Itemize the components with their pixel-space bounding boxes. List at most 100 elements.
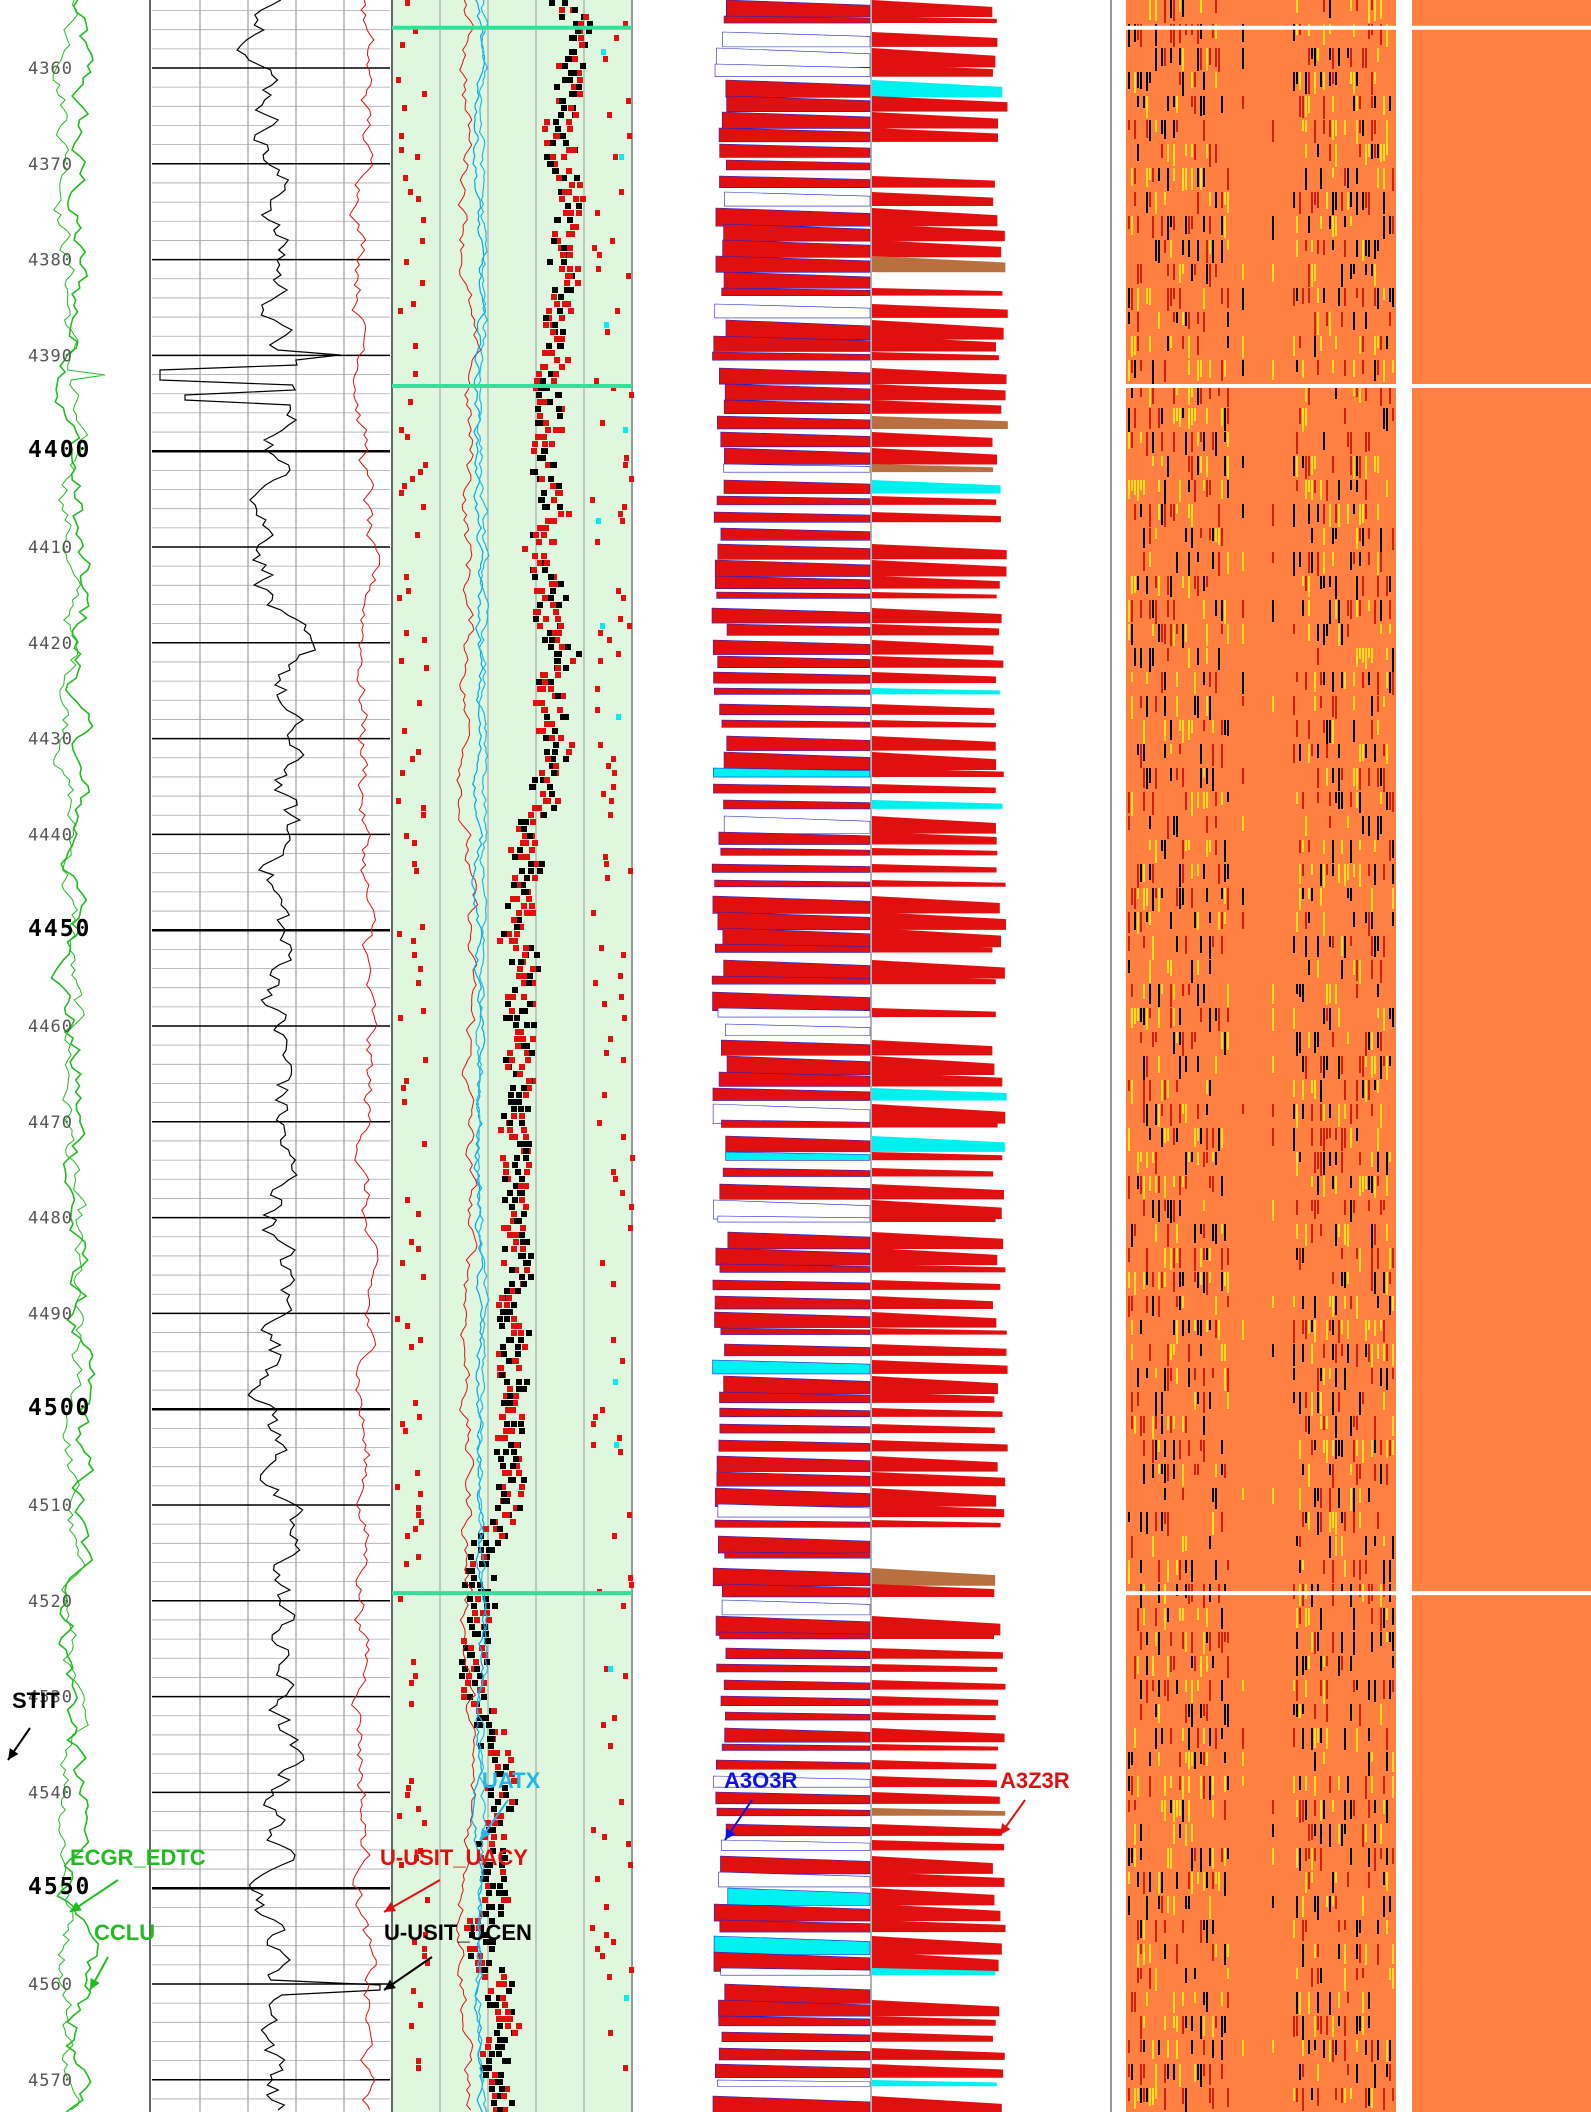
image-pixel-strip (1170, 48, 1172, 63)
image-pixel-strip (1362, 1896, 1364, 1916)
dot-cell (571, 147, 577, 153)
image-pixel-strip (1209, 1080, 1211, 1096)
image-pixel-strip (1365, 1632, 1367, 1654)
wave-wedge-left (723, 271, 871, 289)
image-pixel-strip (1335, 768, 1337, 778)
image-pixel-strip (1311, 1872, 1313, 1883)
dot-cell (510, 1288, 516, 1294)
image-pixel-strip (1293, 504, 1295, 527)
image-pixel-strip (1311, 456, 1313, 475)
image-pixel-strip (1308, 1824, 1310, 1841)
image-pixel-strip (1128, 1776, 1130, 1791)
image-pixel-strip (1149, 504, 1151, 527)
image-pixel-strip (1308, 624, 1310, 641)
image-pixel-strip (1185, 144, 1187, 156)
image-pixel-strip (1197, 24, 1199, 44)
wave-wedge-right (872, 1056, 995, 1075)
image-pixel-strip (1197, 360, 1199, 381)
image-pixel-strip (1176, 2088, 1178, 2105)
image-pixel-strip (1200, 456, 1202, 473)
image-pixel-strip (1206, 2088, 1208, 2100)
image-pixel-strip (1218, 528, 1220, 545)
image-pixel-strip (1152, 168, 1154, 182)
image-pixel-strip (1317, 192, 1319, 208)
image-pixel-strip (1302, 1464, 1304, 1475)
dot-cell (539, 861, 545, 867)
image-pixel-strip (1224, 816, 1226, 837)
image-pixel-strip (1347, 1776, 1349, 1793)
image-pixel-strip (1152, 432, 1154, 453)
image-pixel-strip (1221, 216, 1223, 235)
dot-cell (557, 308, 563, 314)
image-pixel-strip (1296, 1584, 1298, 1597)
image-pixel-strip (1191, 1560, 1193, 1582)
image-pixel-strip (1224, 1776, 1226, 1792)
dot-cell (422, 1820, 427, 1826)
dot-cell (519, 1190, 525, 1196)
dot-cell (516, 1365, 522, 1371)
image-pixel-strip (1341, 1584, 1343, 1595)
image-pixel-strip (1161, 192, 1163, 210)
dot-cell (498, 1904, 504, 1910)
image-pixel-strip (1317, 1800, 1319, 1815)
image-pixel-strip (1296, 480, 1298, 491)
dot-cell (477, 1953, 483, 1959)
image-pixel-strip (1167, 1872, 1169, 1891)
dot-cell (621, 595, 626, 601)
image-pixel-strip (1203, 1512, 1205, 1526)
image-pixel-strip (1359, 1704, 1361, 1726)
image-pixel-strip (1389, 576, 1391, 592)
dot-cell (490, 1519, 496, 1525)
image-pixel-strip (1218, 2088, 1220, 2102)
image-pixel-strip (1188, 1320, 1190, 1333)
image-pixel-strip (1359, 696, 1361, 707)
image-pixel-strip (1320, 0, 1322, 23)
image-pixel-strip (1209, 912, 1211, 923)
image-pixel-strip (1152, 1272, 1154, 1287)
image-pixel-strip (1149, 408, 1151, 429)
image-pixel-strip (1386, 408, 1388, 431)
image-pixel-strip (1164, 504, 1166, 527)
image-pixel-strip (1182, 1944, 1184, 1957)
dot-cell (598, 742, 603, 748)
image-pixel-strip (1317, 1752, 1319, 1774)
image-pixel-strip (1203, 1416, 1205, 1435)
image-pixel-strip (1305, 312, 1307, 329)
image-pixel-strip (1200, 1800, 1202, 1812)
image-pixel-strip (1332, 1800, 1334, 1812)
image-pixel-strip (1323, 552, 1325, 574)
image-pixel-strip (1380, 1032, 1382, 1051)
image-pixel-strip (1173, 1992, 1175, 2013)
dot-cell (565, 357, 571, 363)
image-pixel-strip (1386, 672, 1388, 688)
image-pixel-strip (1311, 648, 1313, 659)
image-pixel-strip (1377, 480, 1379, 494)
image-pixel-strip (1146, 1656, 1148, 1675)
zone-boundaries (392, 25, 1591, 1596)
wave-wedge-right (872, 1488, 997, 1507)
image-pixel-strip (1353, 1080, 1355, 1095)
image-pixel-strip (1152, 792, 1154, 815)
dot-cell (482, 1967, 488, 1973)
dot-cell (509, 1428, 515, 1434)
image-pixel-strip (1203, 1368, 1205, 1386)
dot-cell (554, 581, 560, 587)
image-pixel-strip (1329, 1320, 1331, 1331)
image-pixel-strip (1191, 864, 1193, 879)
wave-wedge-right (872, 1696, 999, 1706)
dot-cell (595, 1876, 600, 1882)
image-pixel-strip (1212, 1224, 1214, 1241)
image-pixel-strip (1296, 1632, 1298, 1649)
image-pixel-strip (1344, 1464, 1346, 1482)
image-pixel-strip (1137, 480, 1139, 501)
image-pixel-strip (1203, 1392, 1205, 1413)
image-pixel-strip (1164, 912, 1166, 926)
image-pixel-strip (1140, 1152, 1142, 1162)
wave-wedge-left (714, 63, 871, 77)
image-pixel-strip (1149, 1944, 1151, 1963)
image-pixel-strip (1332, 456, 1334, 473)
image-pixel-strip (1209, 600, 1211, 613)
track-backgrounds (149, 0, 1591, 2112)
image-pixel-strip (1356, 192, 1358, 215)
